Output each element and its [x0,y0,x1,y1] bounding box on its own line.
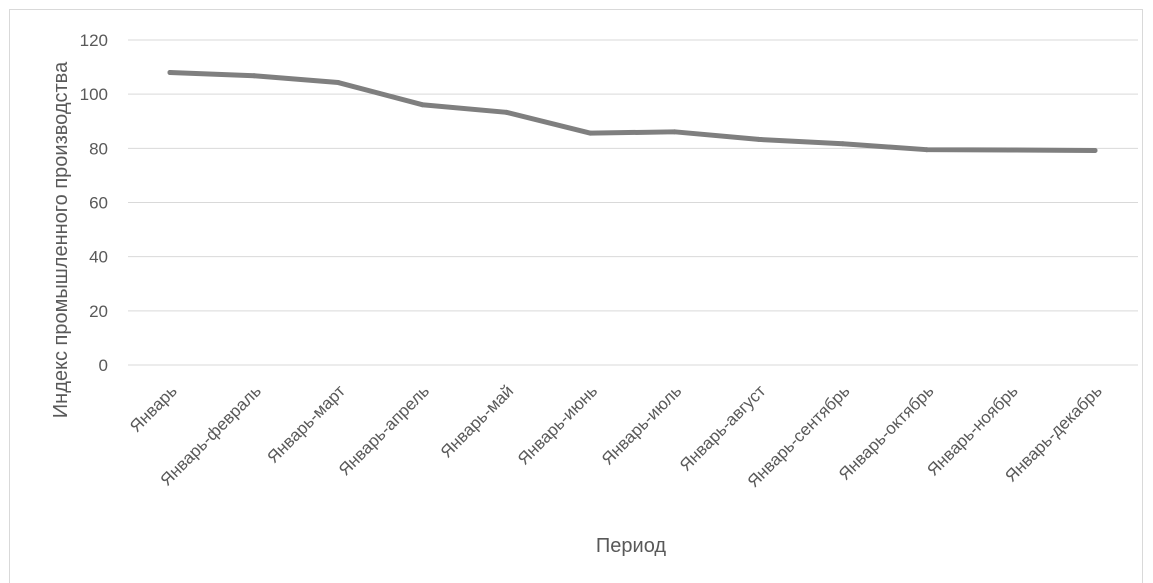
y-tick-label: 0 [99,356,108,375]
y-tick-label: 60 [89,194,108,213]
x-tick-label: Январь-июль [598,381,685,468]
gridlines [128,39,1138,366]
data-point [1092,148,1098,153]
x-tick-label: Январь-июнь [514,381,601,468]
series-line-0 [167,70,1098,153]
x-axis-title: Период [596,535,666,557]
x-tick-label: Январь [126,381,181,436]
y-tick-label: 120 [80,31,108,50]
x-tick-labels: ЯнварьЯнварь-февральЯнварь-мартЯнварь-ап… [126,381,1106,491]
data-point [167,70,173,75]
x-tick-label: Январь-ноябрь [923,381,1021,479]
x-tick-label: Январь-август [676,381,770,475]
data-point [251,73,257,79]
y-tick-labels: 0 20 40 60 80 100 120 [80,31,108,375]
x-tick-label: Январь-апрель [335,381,433,479]
chart-frame [9,9,1143,583]
x-tick-label: Январь-май [437,381,517,461]
y-axis-title: Индекс промышленного производства [50,61,72,418]
data-point [587,130,593,136]
x-tick-label: Январь-март [263,381,349,467]
data-point [672,129,678,135]
data-point [924,147,930,153]
data-point [419,102,425,108]
y-tick-label: 20 [89,302,108,321]
series-lines [167,70,1098,153]
data-point [503,109,509,115]
data-point [756,136,762,142]
data-point [840,141,846,147]
y-tick-label: 40 [89,248,108,267]
data-point [335,80,341,86]
data-point [1008,147,1014,153]
y-tick-label: 100 [80,85,108,104]
y-tick-label: 80 [89,139,108,158]
